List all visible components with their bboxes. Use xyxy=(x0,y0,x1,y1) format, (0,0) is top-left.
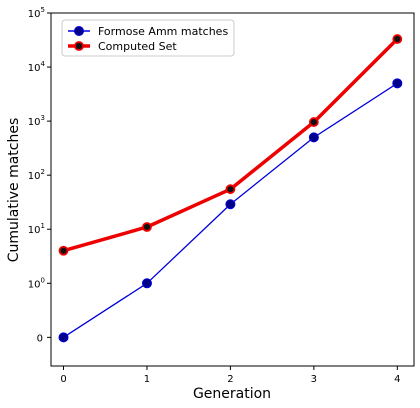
series-point-0 xyxy=(58,332,69,343)
series-line-1 xyxy=(63,37,399,253)
plot-frame xyxy=(50,12,415,367)
series-line-0 xyxy=(63,82,398,338)
series-point-0 xyxy=(225,199,236,210)
y-axis-label: Cumulative matches xyxy=(6,118,22,263)
x-tick-label: 2 xyxy=(227,374,233,385)
legend: Formose Amm matches Computed Set xyxy=(61,19,235,57)
series-point-1 xyxy=(308,117,319,127)
series-point-1 xyxy=(392,34,403,44)
series-point-0 xyxy=(308,132,319,143)
x-tick-label: 0 xyxy=(60,374,66,385)
y-tick-label: 101 xyxy=(28,222,45,236)
series-point-0 xyxy=(141,278,152,289)
series-point-1 xyxy=(142,222,152,232)
legend-label-formose: Formose Amm matches xyxy=(98,25,228,38)
y-tick-label: 0 xyxy=(37,333,43,344)
y-tick-label: 105 xyxy=(28,6,45,20)
series-point-1 xyxy=(225,184,236,195)
y-axis: 0 100 101 102 103 104 105 xyxy=(28,6,51,344)
x-axis-label: Generation xyxy=(193,386,271,402)
series-markers xyxy=(58,34,403,343)
legend-box xyxy=(61,19,235,57)
y-tick-label: 104 xyxy=(28,60,46,74)
x-axis: 0 1 2 3 4 xyxy=(60,366,400,385)
x-tick-label: 4 xyxy=(394,374,400,385)
y-tick-label: 102 xyxy=(28,168,45,182)
x-tick-label: 3 xyxy=(311,374,317,385)
x-tick-label: 1 xyxy=(144,374,150,385)
series-point-1 xyxy=(58,245,69,256)
series-point-0 xyxy=(392,78,403,89)
legend-marker-formose xyxy=(74,26,84,36)
legend-marker-computed xyxy=(74,41,84,51)
y-tick-label: 103 xyxy=(28,114,45,128)
y-tick-label: 100 xyxy=(28,276,45,290)
legend-label-computed: Computed Set xyxy=(98,40,177,53)
